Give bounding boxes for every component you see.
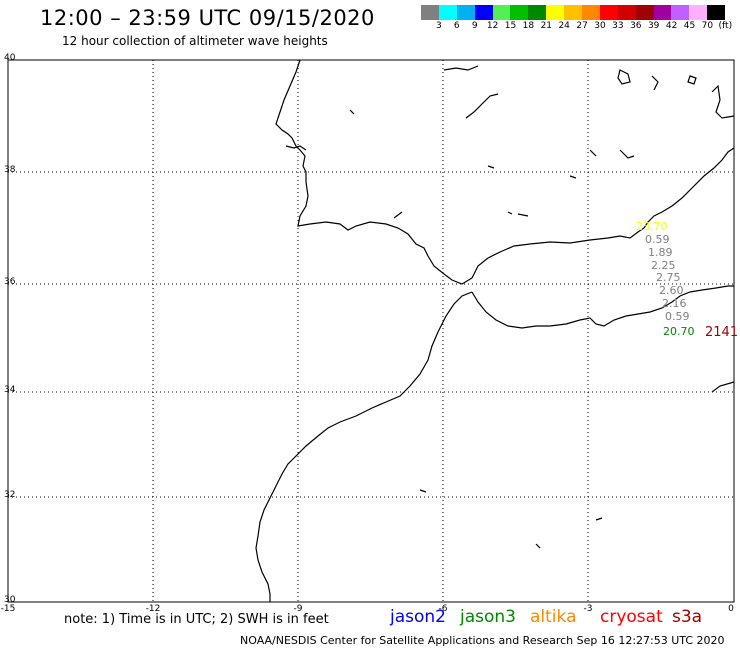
color-scale-label: 42 — [665, 21, 678, 31]
coast-fragment-2 — [465, 93, 499, 119]
color-scale-label: 39 — [647, 21, 660, 31]
color-swatch — [438, 5, 457, 20]
lat-tick: 34 — [4, 385, 16, 395]
color-scale-label: 33 — [612, 21, 624, 31]
color-scale-label: 21 — [540, 21, 553, 31]
color-swatch — [671, 5, 690, 20]
tagus-estuary — [285, 145, 307, 151]
spain-mediterranean-coast — [471, 147, 735, 279]
color-swatch — [546, 5, 565, 20]
obs-value: 2.16 — [662, 297, 687, 310]
obs-value: 0.59 — [645, 233, 670, 246]
obs-value: 2.60 — [659, 284, 684, 297]
color-scale-label: 24 — [558, 21, 570, 31]
lat-tick: 32 — [4, 490, 15, 500]
grid-lines — [8, 60, 734, 602]
obs-value: 2.75 — [656, 271, 681, 284]
lat-tick: 40 — [4, 53, 16, 63]
legend-jason3: jason3 — [460, 607, 516, 627]
menorca-island — [687, 75, 697, 85]
color-scale-label: 12 — [486, 21, 499, 31]
coast-fragment-5 — [619, 149, 635, 159]
obs-value: 1.89 — [648, 246, 673, 259]
morocco-mediterranean-coast — [471, 285, 734, 329]
coast-fragment-11 — [569, 175, 577, 179]
note-text: note: 1) Time is in UTC; 2) SWH is in fe… — [64, 612, 329, 627]
color-scale-label: 27 — [576, 21, 588, 31]
wave-height-color-scale — [421, 5, 726, 20]
color-swatch — [456, 5, 475, 20]
coast-fragment-6 — [507, 211, 513, 215]
lat-tick: 38 — [4, 165, 16, 175]
color-swatch — [564, 5, 583, 20]
color-scale-label: 70 — [701, 21, 714, 31]
color-swatch — [653, 5, 672, 20]
map-title: 12:00 – 23:59 UTC 09/15/2020 — [40, 6, 375, 30]
color-scale-label: 3 — [436, 21, 442, 31]
obs-value: 0.59 — [665, 310, 690, 323]
lon-tick: 0 — [728, 604, 734, 614]
footer-credit: NOAA/NESDIS Center for Satellite Applica… — [240, 634, 725, 647]
lon-tick: -15 — [1, 604, 16, 614]
legend-altika: altika — [530, 607, 577, 627]
color-scale-label: 9 — [471, 21, 478, 31]
obs-value: 2141 — [705, 325, 738, 340]
coast-fragment-3 — [651, 75, 659, 91]
coast-fragment-14 — [535, 543, 541, 549]
coast-fragment-12 — [419, 489, 427, 493]
obs-value: 23.70 — [636, 220, 668, 233]
map-subtitle: 12 hour collection of altimeter wave hei… — [62, 34, 328, 48]
color-scale-label: 30 — [594, 21, 606, 31]
color-scale-label: 36 — [630, 21, 642, 31]
coast-fragment-10 — [349, 109, 355, 115]
coast-fragment-4 — [589, 149, 597, 157]
lon-tick-labels: -15 -12 -9 -6 -3 0 — [1, 604, 734, 614]
map-frame — [7, 59, 735, 603]
coast-fragment-15 — [711, 381, 735, 393]
color-scale-label: 15 — [504, 21, 517, 31]
sardinia-fragment — [711, 84, 735, 119]
color-scale-label: 6 — [453, 21, 460, 31]
wave-height-observations: 23.70 0.59 1.89 2.25 2.75 2.60 2.16 0.59… — [636, 220, 738, 340]
coast-fragment-8 — [393, 211, 403, 219]
obs-value: 20.70 — [663, 325, 695, 338]
color-swatch — [582, 5, 600, 20]
morocco-atlantic-coast — [255, 291, 473, 602]
color-swatch — [617, 5, 636, 20]
color-swatch — [528, 5, 547, 20]
coast-fragment-9 — [487, 165, 495, 169]
legend-cryosat: cryosat — [600, 607, 663, 627]
lon-tick: -6 — [439, 604, 448, 614]
coast-fragment-13 — [595, 517, 603, 521]
color-swatch — [492, 5, 511, 20]
lat-tick: 30 — [4, 595, 16, 605]
color-swatch — [707, 5, 726, 20]
lat-tick: 36 — [4, 277, 16, 287]
portugal-coast — [275, 59, 473, 285]
color-swatch — [635, 5, 654, 20]
mallorca-island — [617, 69, 631, 85]
color-scale-label: 45 — [683, 21, 696, 31]
color-swatch — [421, 5, 439, 20]
color-scale-label: 18 — [522, 21, 535, 31]
coastlines — [255, 59, 735, 602]
coast-fragment-1 — [443, 65, 479, 71]
obs-value: 2.25 — [651, 259, 676, 272]
lat-tick-labels: 40 38 36 34 32 30 — [4, 53, 16, 605]
color-scale-label: (ft) — [718, 21, 733, 31]
lon-tick: -9 — [294, 604, 303, 614]
legend-jason2: jason2 — [390, 607, 446, 627]
color-swatch — [510, 5, 529, 20]
lon-tick: -12 — [146, 604, 161, 614]
color-swatch — [599, 5, 618, 20]
color-swatch — [689, 5, 708, 20]
lon-tick: -3 — [584, 604, 593, 614]
coast-fragment-7 — [517, 213, 529, 217]
color-swatch — [474, 5, 493, 20]
legend-s3a: s3a — [672, 607, 703, 627]
